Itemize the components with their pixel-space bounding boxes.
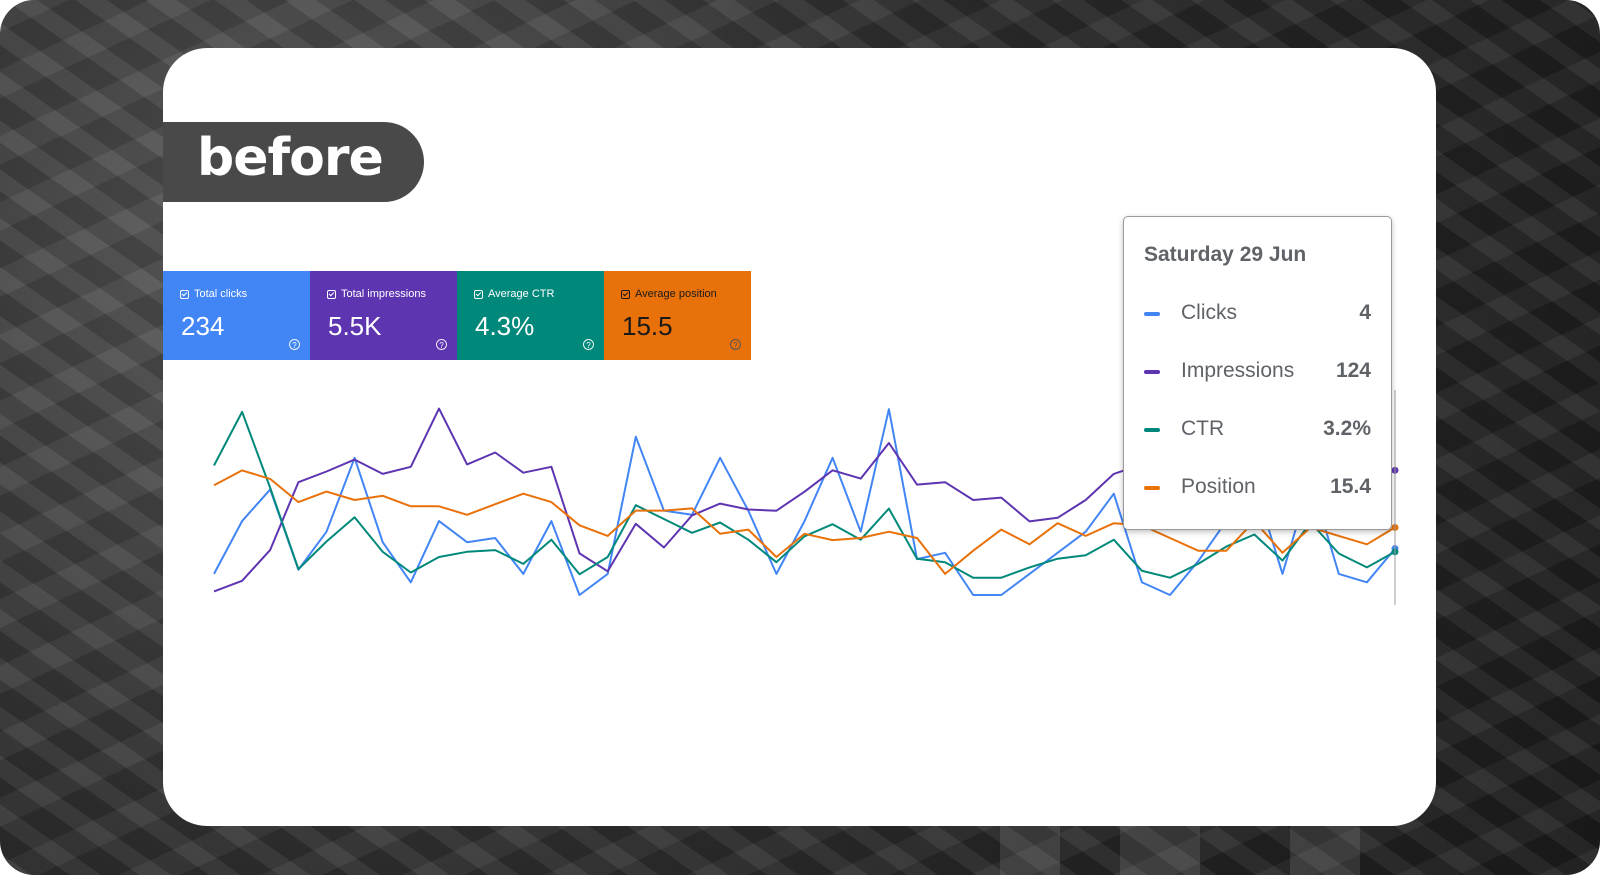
help-icon[interactable]: ? [436, 339, 447, 350]
metric-value: 234 [181, 311, 225, 341]
series-line-clicks [213, 408, 1396, 596]
background-stripe [1290, 825, 1360, 875]
tooltip-label: Position [1181, 475, 1256, 498]
metric-value: 15.5 [622, 311, 673, 341]
tooltip-value: 124 [1335, 359, 1371, 382]
background-stripe [1120, 825, 1200, 875]
series-swatch [1144, 428, 1160, 432]
tooltip-row-position: Position 15.4 [1144, 473, 1371, 503]
before-label: before [197, 128, 384, 188]
metric-label: Total impressions [341, 288, 426, 300]
metric-label: Average CTR [488, 288, 555, 300]
series-line-position [213, 469, 1396, 575]
checkbox-checked-icon[interactable] [621, 289, 630, 299]
checkbox-checked-icon[interactable] [180, 289, 189, 299]
metric-card-average-position[interactable]: Average position 15.5 ? [604, 271, 751, 360]
tooltip-value: 4 [1359, 301, 1371, 324]
series-swatch [1144, 486, 1160, 490]
help-icon[interactable]: ? [289, 339, 300, 350]
tooltip-value: 3.2% [1323, 417, 1371, 440]
metric-value: 5.5K [328, 311, 382, 341]
tooltip-label: Impressions [1181, 359, 1295, 382]
series-line-ctr [213, 410, 1396, 579]
metric-card-average-ctr[interactable]: Average CTR 4.3% ? [457, 271, 604, 360]
metric-label: Total clicks [194, 288, 248, 300]
checkbox-checked-icon[interactable] [474, 289, 483, 299]
tooltip-label: Clicks [1181, 301, 1237, 324]
metric-card-total-impressions[interactable]: Total impressions 5.5K ? [310, 271, 457, 360]
metric-label: Average position [635, 288, 717, 300]
metric-card-total-clicks[interactable]: Total clicks 234 ? [163, 271, 310, 360]
tooltip-row-impressions: Impressions 124 [1144, 357, 1371, 387]
series-swatch [1144, 312, 1160, 316]
series-swatch [1144, 370, 1160, 374]
tooltip-date: Saturday 29 Jun [1144, 243, 1307, 266]
before-badge: before [163, 122, 424, 202]
chart-tooltip: Saturday 29 Jun Clicks 4 Impressions 124… [1123, 216, 1392, 530]
help-icon[interactable]: ? [583, 339, 594, 350]
tooltip-row-ctr: CTR 3.2% [1144, 415, 1371, 445]
checkbox-checked-icon[interactable] [327, 289, 336, 299]
tooltip-row-clicks: Clicks 4 [1144, 299, 1371, 329]
metric-value: 4.3% [475, 311, 535, 341]
tooltip-value: 15.4 [1330, 475, 1371, 498]
background-stripe [1000, 825, 1060, 875]
tooltip-label: CTR [1181, 417, 1225, 440]
help-icon[interactable]: ? [730, 339, 741, 350]
